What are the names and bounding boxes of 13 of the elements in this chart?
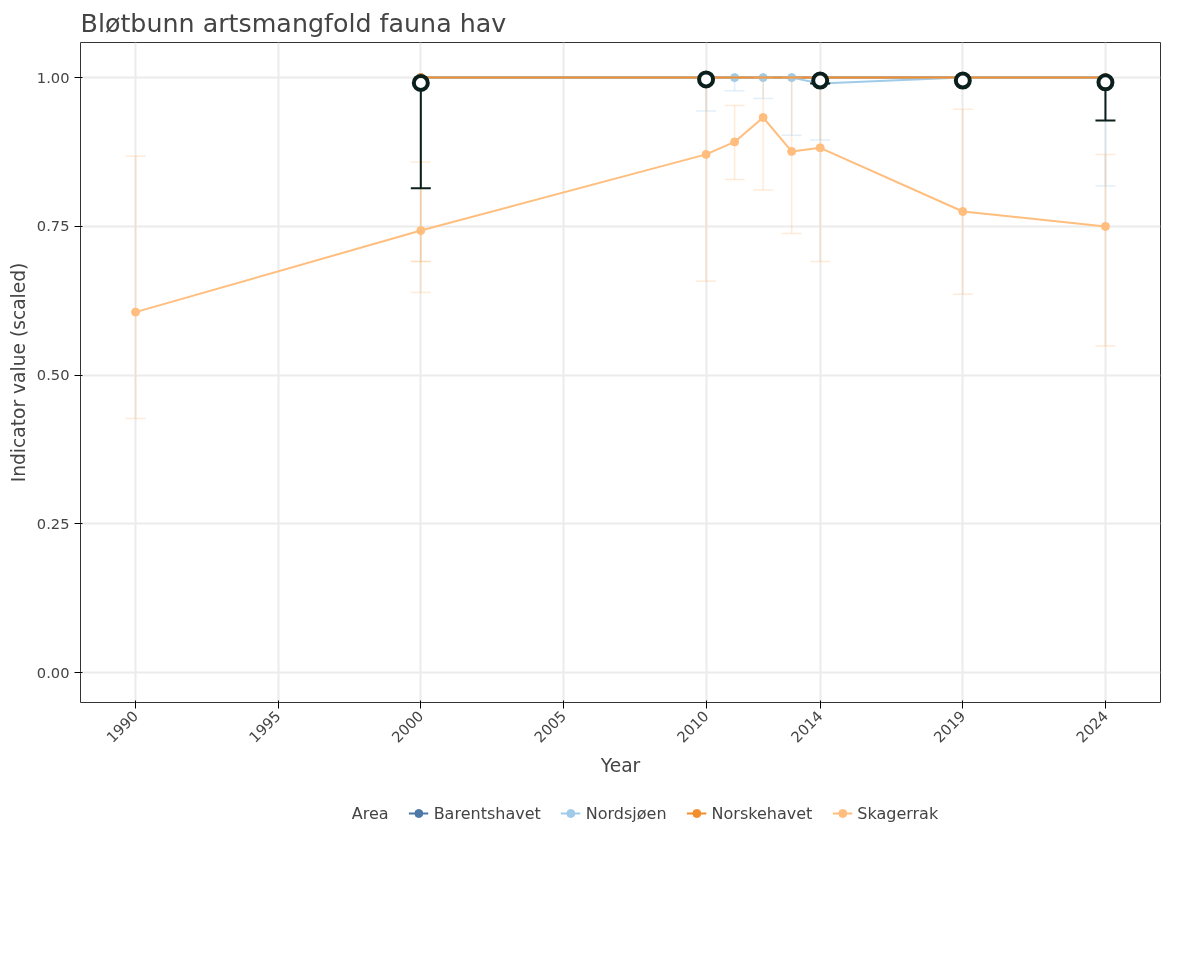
chart-title: Bløtbunn artsmangfold fauna hav — [80, 7, 507, 38]
legend-label: Nordsjøen — [585, 803, 667, 823]
legend-label: Norskehavet — [711, 803, 813, 823]
legend-label: Skagerrak — [857, 803, 939, 823]
y-tick-label: 0.75 — [36, 217, 70, 235]
legend-label: Barentshavet — [433, 803, 541, 823]
y-axis-title: Indicator value (scaled) — [7, 262, 29, 483]
y-tick-label: 1.00 — [36, 68, 70, 86]
y-tick-label: 0.25 — [36, 514, 70, 532]
y-tick-label: 0.00 — [36, 663, 70, 681]
y-tick-label: 0.50 — [36, 366, 70, 384]
legend-title: Area — [351, 803, 389, 823]
x-axis-title: Year — [599, 754, 641, 776]
